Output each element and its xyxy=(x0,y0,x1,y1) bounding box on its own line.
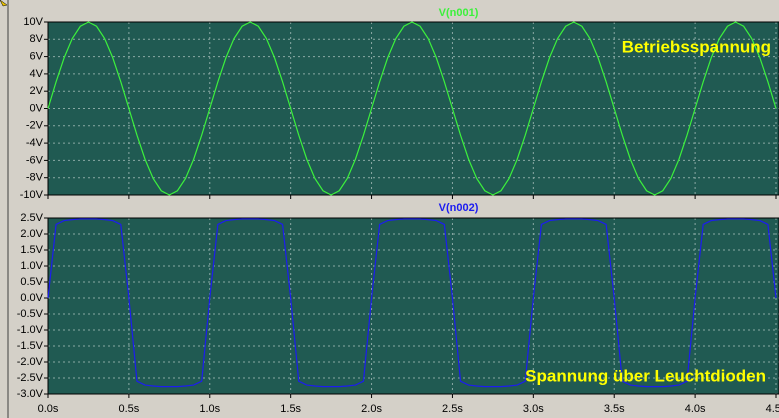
y-tick-label: 1.0V xyxy=(20,260,43,272)
y-tick-label: -10V xyxy=(20,189,44,201)
y-tick-label: 0.0V xyxy=(20,292,43,304)
y-tick-label: -2.0V xyxy=(17,356,44,368)
trace xyxy=(47,218,777,388)
plot-frame xyxy=(47,217,779,395)
y-tick-label: 10V xyxy=(23,16,43,28)
x-tick-label: 2.0s xyxy=(361,403,382,415)
trace-name: V(n001) xyxy=(439,7,479,19)
y-tick-label: -1.0V xyxy=(17,324,44,336)
plot-area xyxy=(48,218,779,394)
y-tick-label: 4V xyxy=(30,68,44,80)
y-tick-label: -0.5V xyxy=(17,308,44,320)
y-tick-label: -4V xyxy=(26,137,44,149)
annotation: Spannung über Leuchtdioden xyxy=(525,366,766,385)
y-tick-label: 6V xyxy=(30,51,44,63)
y-tick-label: 2.5V xyxy=(20,212,43,224)
trace-name: V(n002) xyxy=(439,202,479,214)
x-tick-label: 0.0s xyxy=(38,403,59,415)
y-tick-label: -1.5V xyxy=(17,340,44,352)
x-tick-label: 3.0s xyxy=(523,403,544,415)
y-tick-label: -6V xyxy=(26,154,44,166)
y-tick-label: -2V xyxy=(26,120,44,132)
x-tick-label: 2.5s xyxy=(442,403,463,415)
y-tick-label: -3.0V xyxy=(17,388,44,400)
x-tick-label: 0.5s xyxy=(118,403,139,415)
cursor-icon xyxy=(0,0,8,7)
x-tick-label: 1.5s xyxy=(280,403,301,415)
annotation: Betriebsspannung xyxy=(622,37,771,56)
x-tick-label: 4.0s xyxy=(685,403,706,415)
y-tick-label: 0.5V xyxy=(20,276,43,288)
trace xyxy=(47,21,777,196)
y-tick-label: -8V xyxy=(26,172,44,184)
y-tick-label: 2.0V xyxy=(20,228,43,240)
x-tick-label: 4.5s xyxy=(766,403,779,415)
y-tick-label: 8V xyxy=(30,33,44,45)
x-tick-label: 3.5s xyxy=(604,403,625,415)
x-tick-label: 1.0s xyxy=(199,403,220,415)
y-tick-label: 2V xyxy=(30,85,44,97)
y-tick-label: 0V xyxy=(30,102,44,114)
y-tick-label: 1.5V xyxy=(20,244,43,256)
y-tick-label: -2.5V xyxy=(17,372,44,384)
